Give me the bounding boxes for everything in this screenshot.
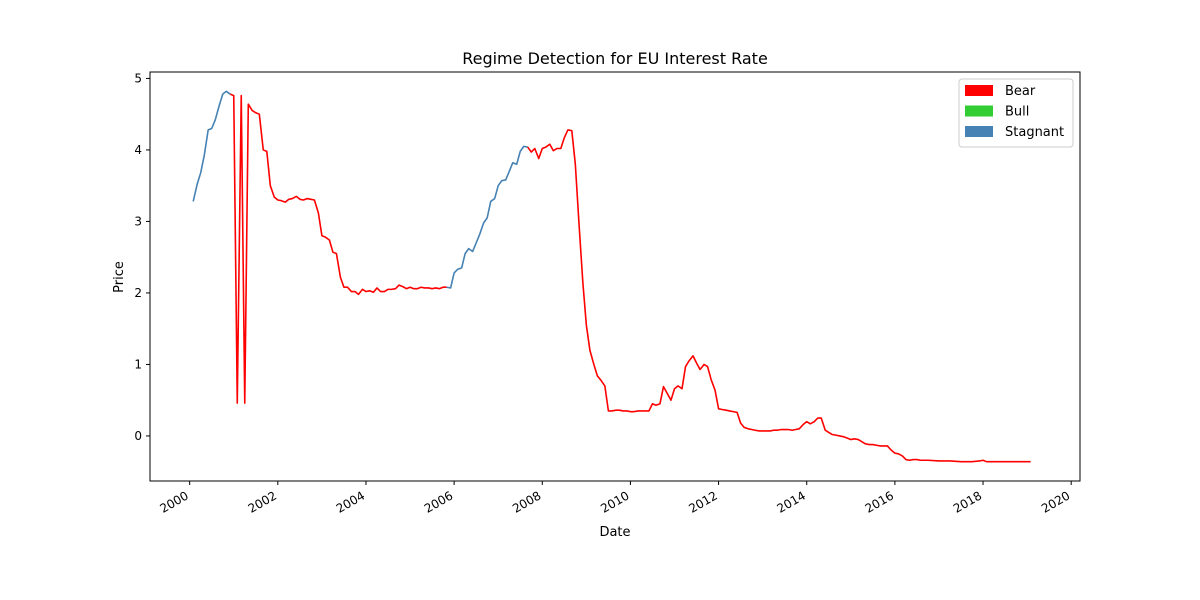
y-tick-label: 2 xyxy=(134,286,142,300)
x-tick-label: 2000 xyxy=(157,489,190,516)
x-tick-label: 2018 xyxy=(951,489,984,516)
x-tick-label: 2020 xyxy=(1039,489,1072,516)
y-tick-label: 4 xyxy=(134,143,142,157)
x-tick-label: 2010 xyxy=(598,489,631,516)
chart-title: Regime Detection for EU Interest Rate xyxy=(462,49,768,68)
y-axis: 0 1 2 3 4 5 xyxy=(134,71,150,443)
x-tick-label: 2002 xyxy=(246,489,279,516)
x-tick-label: 2016 xyxy=(863,489,896,516)
x-axis-label: Date xyxy=(599,525,630,540)
series-line-stagnant-0 xyxy=(192,90,231,202)
legend-swatch-stagnant xyxy=(965,126,993,137)
legend-label-stagnant: Stagnant xyxy=(1005,125,1064,140)
legend-swatch-bear xyxy=(965,85,993,96)
x-tick-label: 2006 xyxy=(422,489,455,516)
y-tick-label: 3 xyxy=(134,214,142,228)
legend-label-bull: Bull xyxy=(1005,105,1029,120)
x-tick-label: 2008 xyxy=(510,489,543,516)
y-axis-label: Price xyxy=(112,261,127,293)
y-tick-label: 0 xyxy=(134,429,142,443)
legend-swatch-bull xyxy=(965,105,993,117)
x-tick-label: 2012 xyxy=(686,489,719,516)
series-layer xyxy=(192,90,1031,463)
series-line-bear-3 xyxy=(527,129,1031,463)
y-tick-label: 1 xyxy=(134,357,142,371)
legend: Bear Bull Stagnant xyxy=(958,78,1074,148)
y-tick-label: 5 xyxy=(134,71,142,85)
series-line-bear-1 xyxy=(229,93,447,404)
plot-area xyxy=(149,71,1081,482)
x-tick-label: 2014 xyxy=(775,489,808,516)
x-tick-label: 2004 xyxy=(334,489,367,516)
legend-label-bear: Bear xyxy=(1005,84,1036,99)
series-line-stagnant-2 xyxy=(446,145,528,289)
x-axis: 2000 2002 2004 2006 2008 2010 2012 2014 2016 2018… xyxy=(157,481,1072,516)
